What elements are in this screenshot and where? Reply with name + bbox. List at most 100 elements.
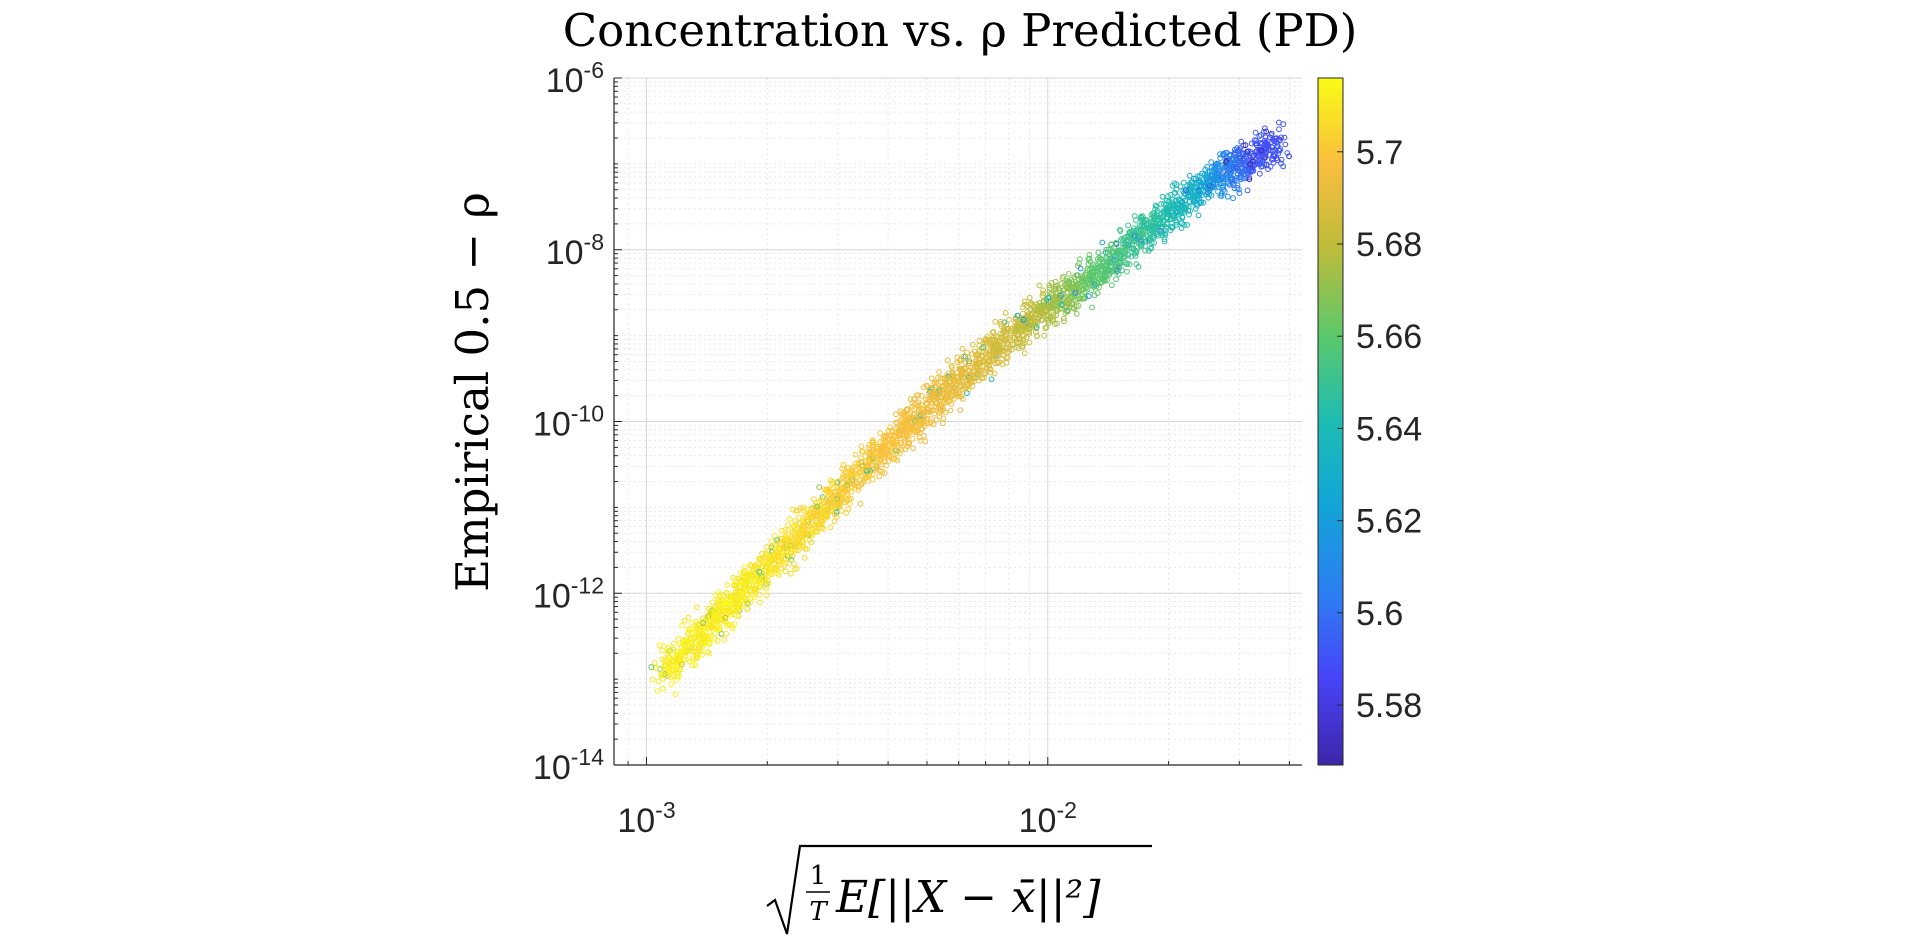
- scatter-point: [1218, 173, 1225, 180]
- scatter-point: [1143, 217, 1150, 224]
- scatter-point: [1266, 151, 1273, 158]
- scatter-point: [1162, 209, 1168, 216]
- scatter-point: [675, 661, 682, 667]
- scatter-point: [931, 403, 938, 410]
- scatter-point: [1060, 315, 1067, 322]
- scatter-point: [692, 622, 699, 629]
- scatter-point: [1087, 275, 1093, 282]
- y-axis-label: Empirical 0.5 − ρ: [446, 192, 499, 592]
- scatter-point: [833, 513, 840, 520]
- scatter-point: [790, 506, 796, 513]
- scatter-point: [672, 653, 679, 659]
- scatter-point: [934, 391, 941, 398]
- scatter-point: [768, 538, 775, 545]
- scatter-point: [793, 565, 800, 572]
- scatter-point: [692, 662, 699, 669]
- scatter-point: [1119, 252, 1125, 259]
- scatter-point: [990, 342, 997, 349]
- scatter-point: [1192, 205, 1199, 212]
- plot-area: [613, 77, 1302, 766]
- scatter-point: [1041, 302, 1048, 309]
- scatter-point: [1021, 327, 1028, 333]
- scatter-point: [800, 531, 807, 537]
- scatter-point: [1132, 232, 1138, 239]
- scatter-point: [948, 362, 955, 369]
- scatter-point: [781, 542, 788, 549]
- scatter-point: [1108, 282, 1115, 289]
- scatter-point: [998, 321, 1004, 327]
- scatter-point: [1049, 296, 1056, 302]
- scatter-point: [1085, 293, 1092, 300]
- scatter-point: [814, 509, 821, 516]
- scatter-point: [1262, 125, 1268, 132]
- scatter-point: [955, 393, 962, 400]
- scatter-point: [1203, 191, 1210, 198]
- scatter-point: [1102, 277, 1108, 284]
- scatter-point: [763, 592, 770, 599]
- scatter-point: [1173, 221, 1180, 228]
- scatter-point: [756, 591, 763, 598]
- scatter-point: [1281, 134, 1288, 141]
- scatter-point: [1058, 292, 1064, 299]
- scatter-point: [1060, 273, 1067, 280]
- scatter-point: [714, 637, 721, 644]
- scatter-point: [1089, 304, 1095, 311]
- scatter-point: [1282, 141, 1289, 148]
- scatter-point: [658, 672, 665, 679]
- scatter-point: [1193, 193, 1199, 199]
- scatter-point: [1189, 179, 1196, 186]
- scatter-point: [1268, 132, 1275, 138]
- scatter-point: [810, 510, 817, 517]
- scatter-point: [1031, 306, 1038, 313]
- scatter-point: [866, 469, 873, 475]
- scatter-point: [1119, 267, 1125, 274]
- scatter-point: [967, 358, 973, 365]
- scatter-point: [935, 397, 942, 404]
- scatter-point: [782, 555, 789, 562]
- scatter-point: [1108, 241, 1115, 248]
- scatter-point: [1024, 309, 1031, 315]
- scatter-point: [854, 474, 861, 480]
- scatter-point: [1242, 142, 1249, 149]
- scatter-point: [774, 570, 781, 577]
- scatter-point: [697, 626, 703, 633]
- scatter-point: [1228, 169, 1235, 176]
- scatter-point: [837, 494, 843, 500]
- scatter-point: [862, 474, 869, 481]
- scatter-point: [832, 498, 839, 505]
- scatter-point: [737, 592, 744, 599]
- scatter-point: [1146, 226, 1152, 233]
- scatter-point: [817, 509, 824, 516]
- scatter-point: [772, 566, 778, 572]
- scatter-point: [1246, 174, 1253, 181]
- scatter-point: [820, 526, 827, 532]
- scatter-point: [962, 359, 969, 366]
- scatter-point: [839, 465, 846, 472]
- scatter-point: [732, 601, 739, 607]
- scatter-point: [1186, 211, 1192, 218]
- colorbar-tick-label: 5.64: [1356, 410, 1422, 448]
- scatter-point: [984, 341, 990, 348]
- scatter-point: [655, 678, 662, 685]
- scatter-point: [944, 357, 951, 364]
- scatter-point: [957, 407, 964, 414]
- scatter-point: [789, 533, 795, 540]
- scatter-point: [1131, 213, 1138, 219]
- scatter-point: [1231, 185, 1238, 192]
- scatter-point: [869, 442, 876, 448]
- scatter-point: [716, 626, 723, 633]
- scatter-point: [886, 436, 893, 442]
- scatter-point: [845, 464, 851, 471]
- scatter-point: [744, 606, 751, 612]
- scatter-point: [1036, 282, 1043, 289]
- scatter-point: [1113, 254, 1120, 260]
- scatter-point: [1229, 179, 1236, 185]
- scatter-point: [883, 462, 889, 469]
- scatter-point: [1105, 246, 1112, 253]
- scatter-point: [795, 537, 802, 543]
- scatter-point: [1045, 295, 1052, 301]
- scatter-point: [1195, 186, 1202, 193]
- scatter-point: [659, 647, 665, 654]
- scatter-point: [1076, 260, 1082, 267]
- scatter-point: [791, 541, 798, 547]
